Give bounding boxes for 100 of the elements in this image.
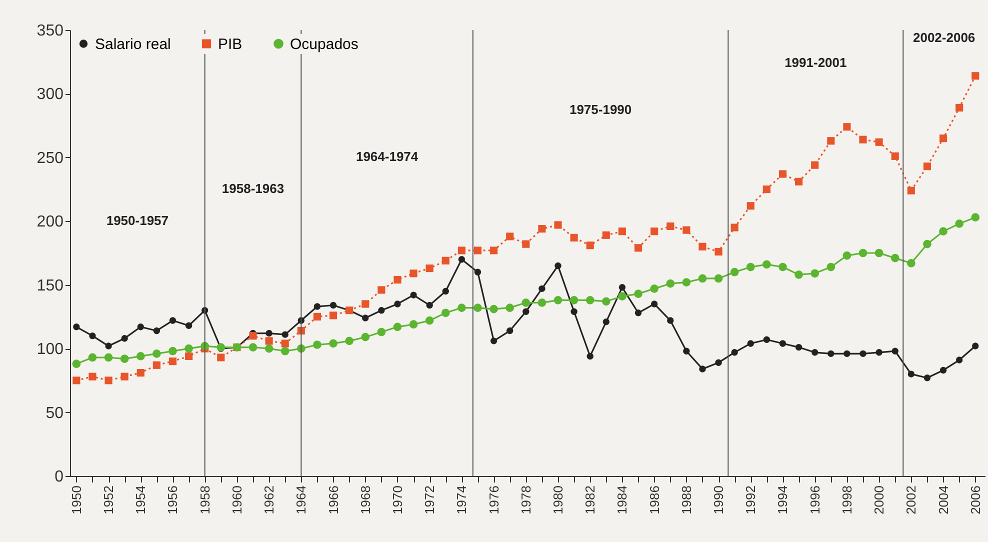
point [682,278,691,286]
point [811,349,818,356]
point [361,332,370,342]
point [714,248,722,256]
point [795,178,803,186]
point [699,366,706,372]
x-tick-label: 1970 [390,486,405,514]
point [891,152,899,160]
point [506,304,514,312]
x-tick-label: 1954 [133,486,148,514]
point [810,269,820,278]
point [426,264,434,272]
point [586,296,594,304]
point [425,316,434,325]
point [522,298,530,307]
point [554,262,562,270]
point [795,344,802,351]
point [972,342,979,350]
point [314,303,321,310]
x-tick-label: 1990 [711,486,726,514]
x-tick-label: 1980 [550,486,566,514]
point [844,350,850,358]
point [248,343,258,352]
point [104,376,112,384]
point [570,234,578,242]
point [121,335,128,342]
point [104,353,113,362]
x-tick-label: 1976 [486,486,502,514]
point [602,297,610,306]
point [362,300,370,308]
point [394,300,401,308]
point [842,251,852,260]
point [602,231,610,239]
x-tick-label: 1952 [101,486,116,514]
point [458,256,466,263]
point [185,352,193,360]
point [249,332,257,340]
point [666,222,674,230]
point [490,246,498,254]
point [120,372,128,380]
point [892,348,898,354]
point [538,285,546,292]
point [827,137,835,145]
point [826,262,836,272]
point [890,254,900,262]
point [522,240,530,248]
x-tick-label: 1986 [646,486,662,514]
point [746,202,754,210]
point [875,138,883,146]
x-tick-label: 2006 [968,486,983,514]
x-tick-label: 1950 [68,486,84,514]
point [409,320,418,329]
point [442,256,450,264]
y-tick-label: 50 [46,404,64,422]
point [682,226,690,234]
annotation: 1958-1963 [222,181,284,196]
y-tick-label: 300 [36,86,64,104]
x-tick-label: 2000 [872,486,887,514]
point [554,296,562,304]
point [714,274,723,283]
point [554,221,562,229]
point [746,262,755,272]
point [955,220,964,228]
x-tick-label: 1996 [807,486,822,514]
point [282,331,288,338]
point [923,240,932,248]
annotation: 1964-1974 [356,149,419,164]
point [730,268,739,276]
point [458,304,466,312]
x-tick-label: 1982 [582,486,598,514]
point [410,292,417,298]
point [747,340,754,347]
point [329,339,338,348]
x-tick-label: 1974 [454,486,470,514]
point [634,290,642,298]
point [778,170,787,178]
point [264,344,274,353]
point [666,279,675,288]
y-tick-label: 350 [36,22,64,40]
x-tick-label: 1998 [839,486,854,514]
point [73,324,80,330]
point [667,317,674,324]
x-tick-label: 1960 [229,486,244,514]
point [490,338,498,344]
point [120,354,129,363]
annotation: 1975-1990 [569,102,632,117]
annotation: 1950-1957 [106,213,169,228]
point [458,246,466,254]
point [393,322,402,332]
x-tick-label: 1958 [197,486,212,514]
annotation: 1991-2001 [784,55,847,70]
point [618,284,626,291]
point [137,324,144,330]
point [378,306,385,314]
point [185,322,192,329]
point [105,342,112,350]
point [908,370,915,378]
point [876,349,882,356]
point [956,104,964,112]
point [153,327,160,334]
